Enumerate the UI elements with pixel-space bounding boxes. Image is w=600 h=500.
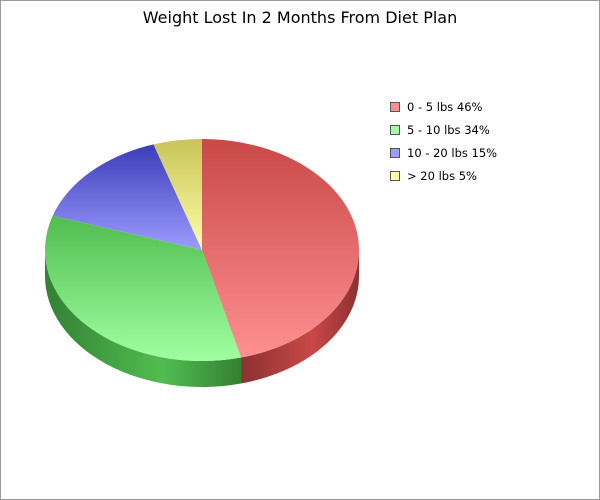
- pie-top: [45, 139, 359, 361]
- legend-label: 10 - 20 lbs 15%: [407, 146, 497, 160]
- legend-swatch: [390, 148, 400, 158]
- legend-label: 5 - 10 lbs 34%: [407, 123, 490, 137]
- legend-item: 10 - 20 lbs 15%: [390, 141, 497, 164]
- legend-swatch: [390, 102, 400, 112]
- legend-item: 0 - 5 lbs 46%: [390, 95, 497, 118]
- legend: 0 - 5 lbs 46% 5 - 10 lbs 34% 10 - 20 lbs…: [390, 95, 497, 187]
- legend-swatch: [390, 125, 400, 135]
- legend-swatch: [390, 171, 400, 181]
- legend-label: > 20 lbs 5%: [407, 169, 477, 183]
- legend-item: > 20 lbs 5%: [390, 164, 497, 187]
- legend-label: 0 - 5 lbs 46%: [407, 100, 482, 114]
- legend-item: 5 - 10 lbs 34%: [390, 118, 497, 141]
